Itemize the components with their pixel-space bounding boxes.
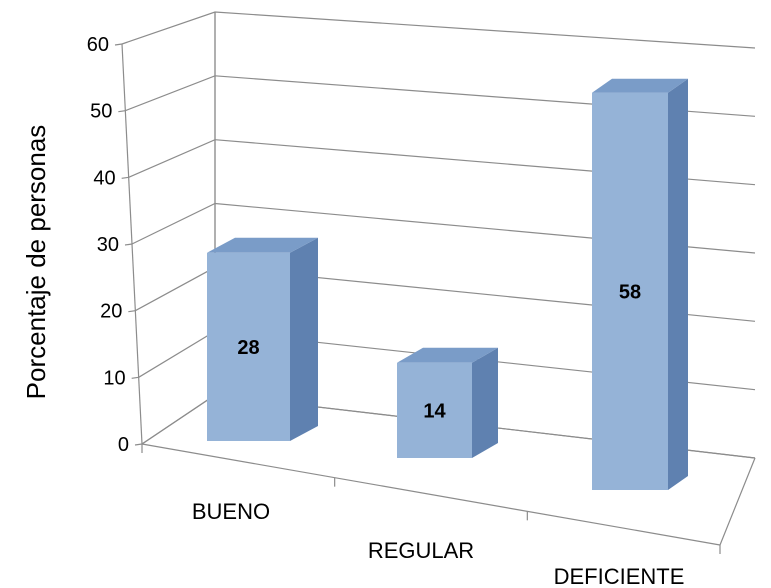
bar: 28 [207,237,318,441]
gridline [131,202,756,254]
bars: 28 14 58 [207,78,688,490]
bar-side [472,347,498,458]
bar-top [592,78,688,93]
gridline [125,75,756,117]
data-label: 28 [237,337,259,359]
gridline [128,139,756,186]
y-tick-label: 30 [97,234,119,256]
y-tick-label: 10 [103,367,125,389]
y-tick-label: 60 [87,34,109,56]
data-label: 14 [423,400,446,422]
floor-edge [719,457,756,546]
bar-side [668,78,688,490]
y-tick-mark [118,110,126,113]
x-category-label: REGULAR [368,538,474,563]
bar-front [397,362,472,458]
y-tick-labels: 0 10 20 30 40 50 60 [87,34,129,456]
bar-top [207,237,318,253]
y-axis [114,43,143,446]
bar: 58 [592,78,688,490]
data-label: 58 [619,281,641,303]
bar: 14 [397,347,498,458]
y-tick-label: 20 [100,301,122,323]
bar-front [207,252,290,441]
y-tick-label: 0 [118,434,129,456]
bar-front [592,92,668,490]
chart-walls [141,12,216,445]
y-tick-mark [128,310,136,313]
x-axis-line [141,443,721,546]
bar-top [397,347,498,363]
y-axis-title: Porcentaje de personas [21,125,51,400]
y-tick-mark [121,176,129,179]
x-category-label: DEFICIENTE [554,564,685,588]
bar-side [290,237,318,441]
y-tick-mark [131,376,139,379]
y-tick-mark [134,443,143,446]
y-tick-mark [124,243,133,246]
side-wall-edge [141,12,216,445]
x-category-label: BUENO [192,499,270,524]
y-tick-label: 40 [93,167,115,189]
y-tick-mark [114,43,123,46]
y-tick-label: 50 [90,101,112,123]
y-axis-line [121,43,143,445]
category-labels: BUENO REGULAR DEFICIENTE [192,499,685,588]
gridline [121,11,756,49]
